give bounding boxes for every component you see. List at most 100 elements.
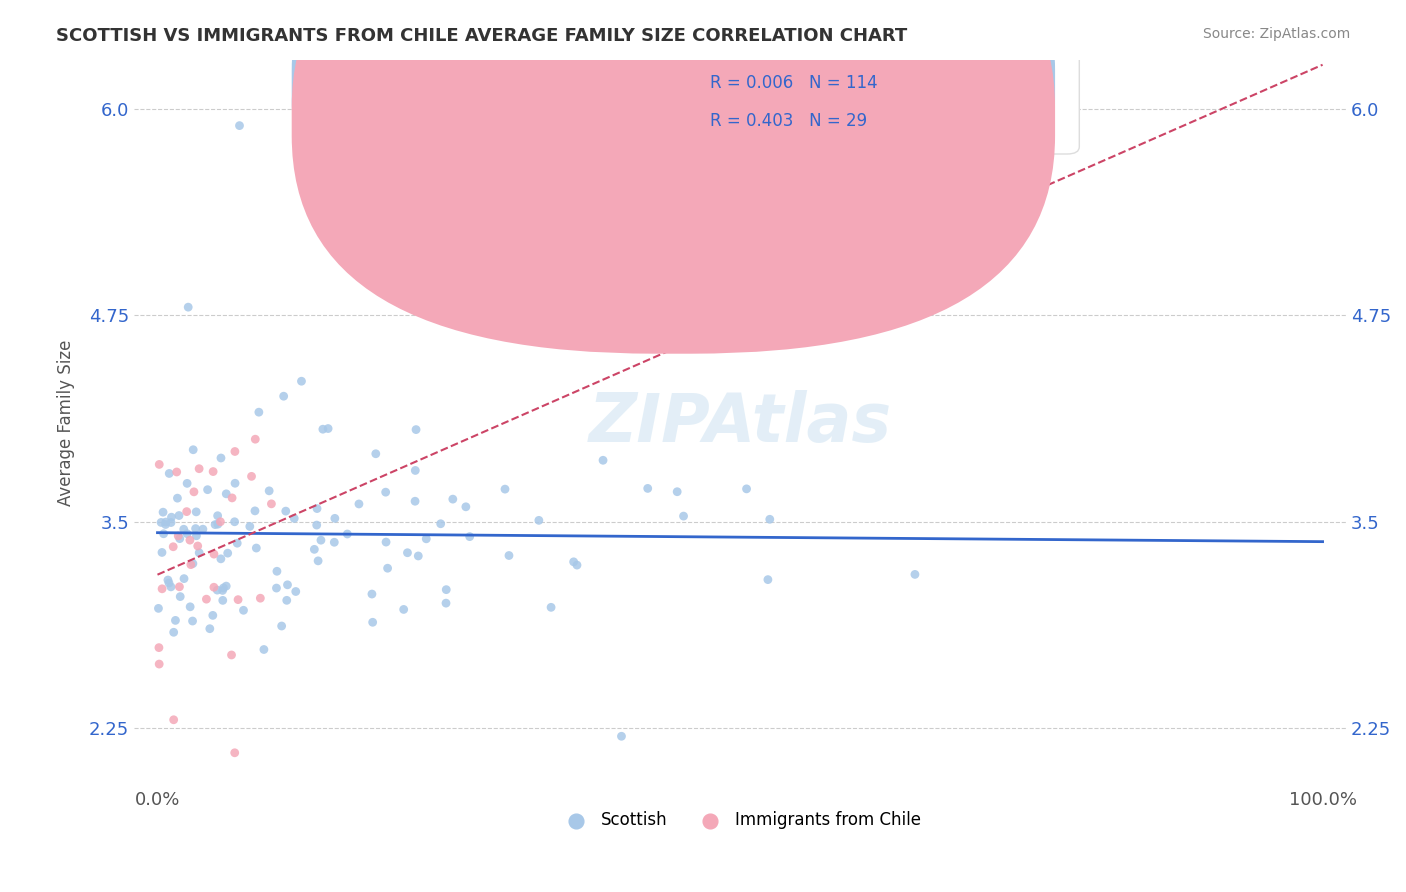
Point [266,581,288,595]
Point [217,546,239,560]
Point [540,600,562,615]
Point [253,642,276,657]
Point [232,603,254,617]
Point [155,517,177,532]
Point [148,601,170,615]
Point [152,505,174,519]
Point [160,516,183,530]
Point [498,549,520,563]
Point [610,729,633,743]
Point [672,509,695,524]
Point [165,614,187,628]
Point [396,546,419,560]
Point [148,458,170,472]
Point [735,482,758,496]
Point [226,536,249,550]
Point [756,573,779,587]
Point [375,535,398,549]
Point [666,484,689,499]
Point [290,374,312,388]
Point [169,580,191,594]
Point [152,526,174,541]
Point [404,463,426,477]
Point [176,476,198,491]
Point [284,584,307,599]
Point [637,482,659,496]
Point [176,526,198,541]
Point [228,119,250,133]
Point [441,492,464,507]
Point [202,465,225,479]
Point [323,535,346,549]
Point [392,602,415,616]
Point [374,485,396,500]
Point [184,522,207,536]
Text: ZIPAtlas: ZIPAtlas [589,390,891,456]
Point [195,592,218,607]
Point [434,596,457,610]
Point [454,500,477,514]
Point [150,516,173,530]
Point [181,614,204,628]
Point [243,504,266,518]
Text: SCOTTISH VS IMMIGRANTS FROM CHILE AVERAGE FAMILY SIZE CORRELATION CHART: SCOTTISH VS IMMIGRANTS FROM CHILE AVERAG… [56,27,907,45]
Point [245,541,267,555]
Point [166,465,188,479]
Point [209,551,232,566]
Point [274,504,297,518]
Point [247,405,270,419]
Point [405,423,427,437]
Point [307,554,329,568]
Point [304,542,326,557]
Point [156,573,179,587]
Point [347,497,370,511]
Point [173,572,195,586]
Point [565,558,588,573]
Point [249,591,271,606]
Point [592,453,614,467]
Point [240,469,263,483]
Point [361,615,384,630]
Point [150,545,173,559]
Point [312,422,335,436]
Point [266,564,288,578]
Point [180,558,202,572]
Point [224,476,246,491]
Point [197,483,219,497]
Point [187,539,209,553]
Point [305,518,328,533]
Point [562,555,585,569]
Point [167,529,190,543]
Point [186,505,208,519]
Point [221,491,243,505]
Point [160,580,183,594]
Point [201,608,224,623]
Point [202,580,225,594]
Point [212,581,235,595]
FancyBboxPatch shape [291,0,1054,354]
Point [177,300,200,314]
Point [406,549,429,563]
Point [211,583,233,598]
Point [162,540,184,554]
Point [404,494,426,508]
Point [904,567,927,582]
Y-axis label: Average Family Size: Average Family Size [58,340,75,506]
Point [186,529,208,543]
Point [181,557,204,571]
Point [163,713,186,727]
Point [166,491,188,505]
Point [276,578,298,592]
Point [377,561,399,575]
Text: R = 0.403   N = 29: R = 0.403 N = 29 [710,112,868,130]
Point [173,522,195,536]
Point [169,590,191,604]
Point [309,533,332,548]
Point [364,447,387,461]
Point [209,515,232,529]
Point [209,450,232,465]
Point [179,599,201,614]
Point [305,501,328,516]
Point [207,583,229,598]
Point [527,513,550,527]
